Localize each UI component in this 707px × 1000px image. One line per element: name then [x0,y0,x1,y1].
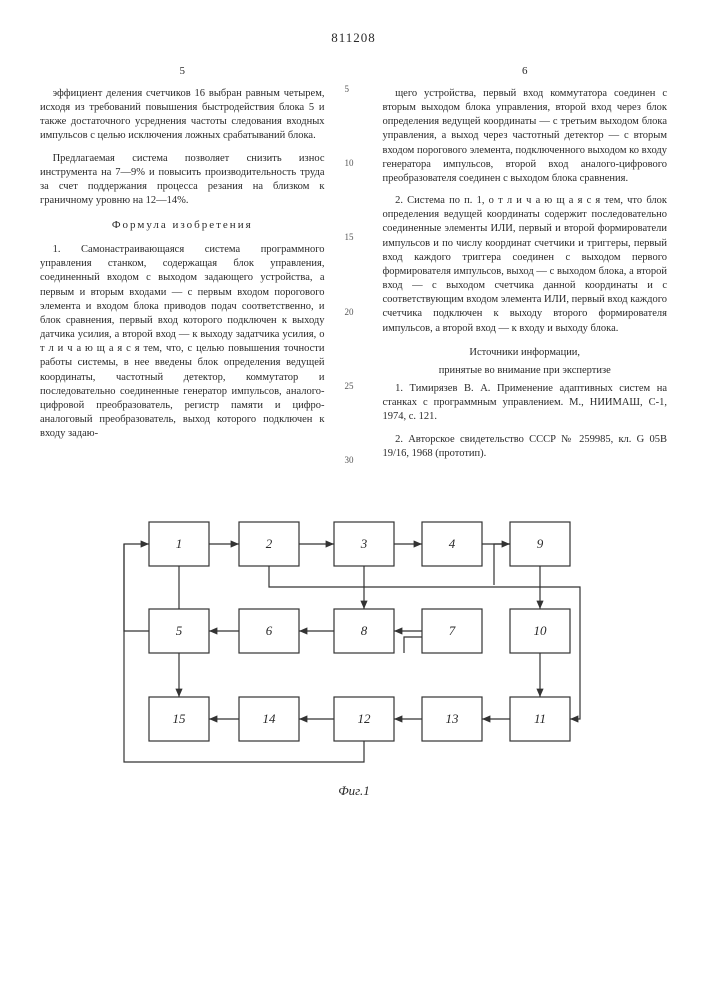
diagram-node-1: 1 [149,522,209,566]
svg-text:4: 4 [448,536,455,551]
right-column: 6 щего устройства, первый вход коммутато… [383,64,668,469]
block-diagram-container: 123495687101514121311 Фиг.1 [40,497,667,802]
diagram-node-3: 3 [334,522,394,566]
left-column: 5 эффициент деления счетчиков 16 выбран … [40,64,325,469]
diagram-node-6: 6 [239,609,299,653]
right-p2: 2. Система по п. 1, о т л и ч а ю щ а я … [383,194,668,336]
svg-text:13: 13 [445,711,459,726]
line-marker: 5 [345,84,363,94]
sources-heading: Источники информации, [383,346,668,360]
line-marker: 30 [345,455,363,465]
left-p1: эффициент деления счетчиков 16 выбран ра… [40,87,325,144]
diagram-node-15: 15 [149,697,209,741]
diagram-node-4: 4 [422,522,482,566]
diagram-node-2: 2 [239,522,299,566]
sources-subheading: принятые во внимание при экспертизе [383,364,668,378]
diagram-node-13: 13 [422,697,482,741]
block-diagram: 123495687101514121311 Фиг.1 [94,497,614,802]
figure-label: Фиг.1 [338,783,370,798]
left-p3: 1. Самонастраивающаяся система программн… [40,243,325,441]
diagram-node-14: 14 [239,697,299,741]
diagram-node-8: 8 [334,609,394,653]
svg-text:10: 10 [533,623,547,638]
svg-text:15: 15 [172,711,186,726]
diagram-node-9: 9 [510,522,570,566]
formula-heading: Формула изобретения [40,218,325,233]
svg-text:2: 2 [265,536,272,551]
diagram-edge [404,637,422,653]
svg-text:12: 12 [357,711,371,726]
line-marker: 15 [345,232,363,242]
right-p1: щего устройства, первый вход коммутатора… [383,87,668,186]
left-col-marker: 5 [40,64,325,79]
diagram-edge [124,544,149,631]
diagram-edge [494,544,510,585]
svg-text:14: 14 [262,711,276,726]
svg-text:11: 11 [533,711,545,726]
source-2: 2. Авторское свидетельство СССР № 259985… [383,433,668,461]
source-1: 1. Тимирязев В. А. Применение адаптивных… [383,382,668,425]
svg-text:7: 7 [448,623,455,638]
line-marker: 10 [345,158,363,168]
svg-text:6: 6 [265,623,272,638]
left-p2: Предлагаемая система позволяет снизить и… [40,152,325,209]
diagram-node-12: 12 [334,697,394,741]
patent-number: 811208 [40,30,667,46]
svg-text:8: 8 [360,623,367,638]
diagram-node-11: 11 [510,697,570,741]
svg-text:1: 1 [175,536,182,551]
line-marker: 25 [345,381,363,391]
svg-text:5: 5 [175,623,182,638]
diagram-node-10: 10 [510,609,570,653]
svg-text:9: 9 [536,536,543,551]
line-marker: 20 [345,307,363,317]
svg-text:3: 3 [359,536,367,551]
right-col-marker: 6 [383,64,668,79]
line-number-gutter: 5 10 15 20 25 30 [345,64,363,469]
diagram-node-5: 5 [149,609,209,653]
diagram-node-7: 7 [422,609,482,653]
text-columns: 5 эффициент деления счетчиков 16 выбран … [40,64,667,469]
